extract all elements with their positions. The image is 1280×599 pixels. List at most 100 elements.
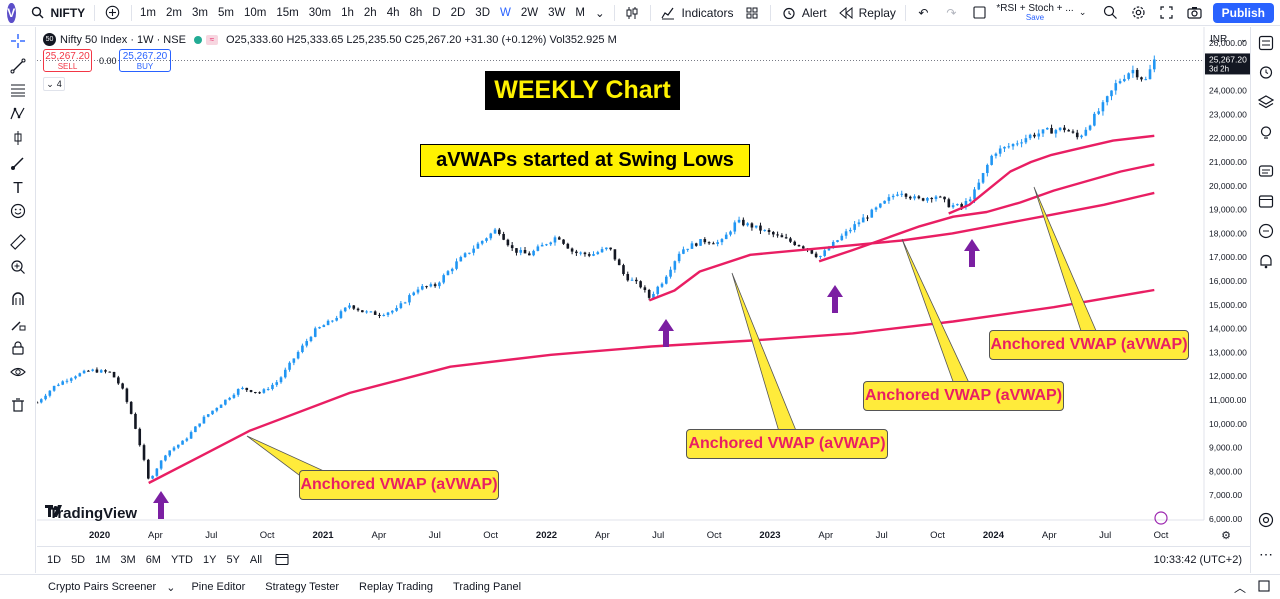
range-1y[interactable]: 1Y bbox=[202, 554, 217, 566]
emoji-tool[interactable] bbox=[8, 203, 28, 223]
price-tick-label: 9,000.00 bbox=[1209, 443, 1242, 453]
chart-pane[interactable]: INR⌄26,000.0025,000.0024,000.0023,000.00… bbox=[37, 27, 1250, 546]
candle-body bbox=[1127, 73, 1130, 79]
snapshot-button[interactable] bbox=[1181, 0, 1209, 26]
zoom-in-tool[interactable] bbox=[8, 259, 28, 279]
hide-drawings-tool[interactable] bbox=[8, 364, 28, 384]
candle-body bbox=[540, 244, 544, 247]
crosshair-tool[interactable] bbox=[8, 33, 28, 53]
clock-timezone[interactable]: 10:33:42 (UTC+2) bbox=[1153, 554, 1242, 566]
interval-1m[interactable]: 1m bbox=[140, 6, 157, 19]
range-1d[interactable]: 1D bbox=[47, 554, 62, 566]
chevron-down-icon[interactable]: ⌄ bbox=[166, 581, 176, 594]
tab-replay-trading[interactable]: Replay Trading bbox=[359, 581, 434, 593]
replay-button[interactable]: Replay bbox=[832, 0, 901, 26]
price-chart-svg[interactable]: INR⌄26,000.0025,000.0024,000.0023,000.00… bbox=[37, 27, 1250, 546]
range-6m[interactable]: 6M bbox=[145, 554, 161, 566]
stay-drawing-tool[interactable] bbox=[8, 316, 28, 336]
trend-line-tool[interactable] bbox=[8, 58, 28, 78]
chat-button[interactable] bbox=[1256, 164, 1276, 184]
lock-drawings-tool[interactable] bbox=[8, 340, 28, 360]
object-tree-button[interactable] bbox=[1256, 94, 1276, 114]
avwap-label-4: Anchored VWAP (aVWAP) bbox=[989, 330, 1189, 360]
interval-d[interactable]: D bbox=[432, 6, 441, 19]
interval-2m[interactable]: 2m bbox=[166, 6, 182, 19]
chart-title[interactable]: Nifty 50 Index · 1W · NSE bbox=[60, 33, 186, 46]
interval-15m[interactable]: 15m bbox=[276, 6, 299, 19]
candle-body bbox=[395, 307, 398, 311]
range-5d[interactable]: 5D bbox=[71, 554, 86, 566]
interval-2w[interactable]: 2W bbox=[520, 6, 539, 19]
undo-button[interactable]: ↶ bbox=[909, 0, 937, 26]
calendar-goto-icon[interactable] bbox=[275, 552, 289, 569]
buy-button[interactable]: 25,267.20 BUY bbox=[119, 49, 171, 72]
interval-5m[interactable]: 5m bbox=[217, 6, 234, 19]
tab-pine-editor[interactable]: Pine Editor bbox=[191, 581, 246, 593]
candle-body bbox=[463, 253, 467, 258]
range-ytd[interactable]: YTD bbox=[170, 554, 193, 566]
interval-3d[interactable]: 3D bbox=[475, 6, 490, 19]
interval-4h[interactable]: 4h bbox=[386, 6, 400, 19]
candle-body bbox=[408, 295, 411, 303]
publish-button[interactable]: Publish bbox=[1212, 2, 1274, 23]
fullscreen-button[interactable] bbox=[1153, 0, 1181, 26]
tab-strategy-tester[interactable]: Strategy Tester bbox=[265, 581, 340, 593]
compare-symbol-button[interactable] bbox=[99, 0, 127, 26]
fib-tool[interactable] bbox=[8, 82, 28, 102]
maximize-panel-icon[interactable] bbox=[1258, 579, 1270, 595]
sell-button[interactable]: 25,267.20 SELL bbox=[43, 49, 92, 72]
candle-body bbox=[652, 293, 655, 298]
pattern-tool[interactable] bbox=[8, 106, 28, 126]
magnet-tool[interactable] bbox=[8, 291, 28, 311]
brush-tool[interactable] bbox=[8, 155, 28, 175]
smiley-icon bbox=[10, 203, 26, 224]
interval-10m[interactable]: 10m bbox=[243, 6, 267, 19]
ruler-tool[interactable] bbox=[8, 233, 28, 254]
range-1m[interactable]: 1M bbox=[95, 554, 111, 566]
alert-button[interactable]: Alert bbox=[775, 0, 832, 26]
range-5y[interactable]: 5Y bbox=[226, 554, 240, 566]
tab-crypto-pairs-screener[interactable]: Crypto Pairs Screener bbox=[48, 581, 157, 593]
redo-button[interactable]: ↷ bbox=[937, 0, 965, 26]
layout-templates-button[interactable] bbox=[738, 0, 766, 26]
settings-button[interactable] bbox=[1125, 0, 1153, 26]
interval-1h[interactable]: 1h bbox=[341, 6, 354, 19]
range-all[interactable]: All bbox=[249, 554, 263, 566]
interval-3m[interactable]: 3m bbox=[192, 6, 208, 19]
text-tool[interactable]: T bbox=[8, 179, 28, 199]
layout-selector[interactable]: *RSI + Stoch + ... Save ⌄ bbox=[965, 0, 1096, 26]
forecast-icon bbox=[10, 130, 26, 151]
interval-3w[interactable]: 3W bbox=[548, 6, 566, 19]
interval-2h[interactable]: 2h bbox=[363, 6, 377, 19]
price-tick-label: 20,000.00 bbox=[1209, 181, 1247, 191]
tab-trading-panel[interactable]: Trading Panel bbox=[453, 581, 522, 593]
indicators-collapse-toggle[interactable]: ⌄ 4 bbox=[43, 77, 65, 91]
remove-drawings-tool[interactable] bbox=[8, 397, 28, 417]
news-button[interactable] bbox=[1256, 223, 1276, 243]
interval-m[interactable]: M bbox=[575, 6, 585, 19]
interval-w[interactable]: W bbox=[500, 6, 511, 19]
candle-body bbox=[596, 252, 600, 255]
indicators-button[interactable]: Indicators bbox=[654, 0, 738, 26]
chart-type-button[interactable] bbox=[618, 0, 646, 26]
chevron-up-icon[interactable]: ︿ bbox=[1233, 580, 1246, 595]
candle-body bbox=[1003, 146, 1006, 149]
ideas-button[interactable] bbox=[1256, 125, 1276, 145]
candle-body bbox=[420, 286, 424, 290]
calendar-button[interactable] bbox=[1256, 193, 1276, 213]
interval-8h[interactable]: 8h bbox=[409, 6, 423, 19]
interval-30m[interactable]: 30m bbox=[308, 6, 332, 19]
alerts-panel-button[interactable] bbox=[1256, 64, 1276, 84]
watchlist-button[interactable] bbox=[1256, 35, 1276, 55]
prediction-tool[interactable] bbox=[8, 130, 28, 150]
interval-dropdown-icon[interactable]: ⌄ bbox=[594, 7, 605, 20]
notifications-button[interactable] bbox=[1256, 253, 1276, 273]
help-button[interactable] bbox=[1256, 512, 1276, 532]
interval-2d[interactable]: 2D bbox=[450, 6, 466, 19]
range-3m[interactable]: 3M bbox=[120, 554, 136, 566]
quick-search-button[interactable] bbox=[1097, 0, 1125, 26]
symbol-search[interactable]: NIFTY bbox=[24, 0, 91, 26]
tradingview-logo[interactable]: TradingView bbox=[45, 505, 137, 522]
user-avatar[interactable]: V bbox=[7, 2, 16, 23]
more-button[interactable]: ⋯ bbox=[1256, 544, 1276, 564]
